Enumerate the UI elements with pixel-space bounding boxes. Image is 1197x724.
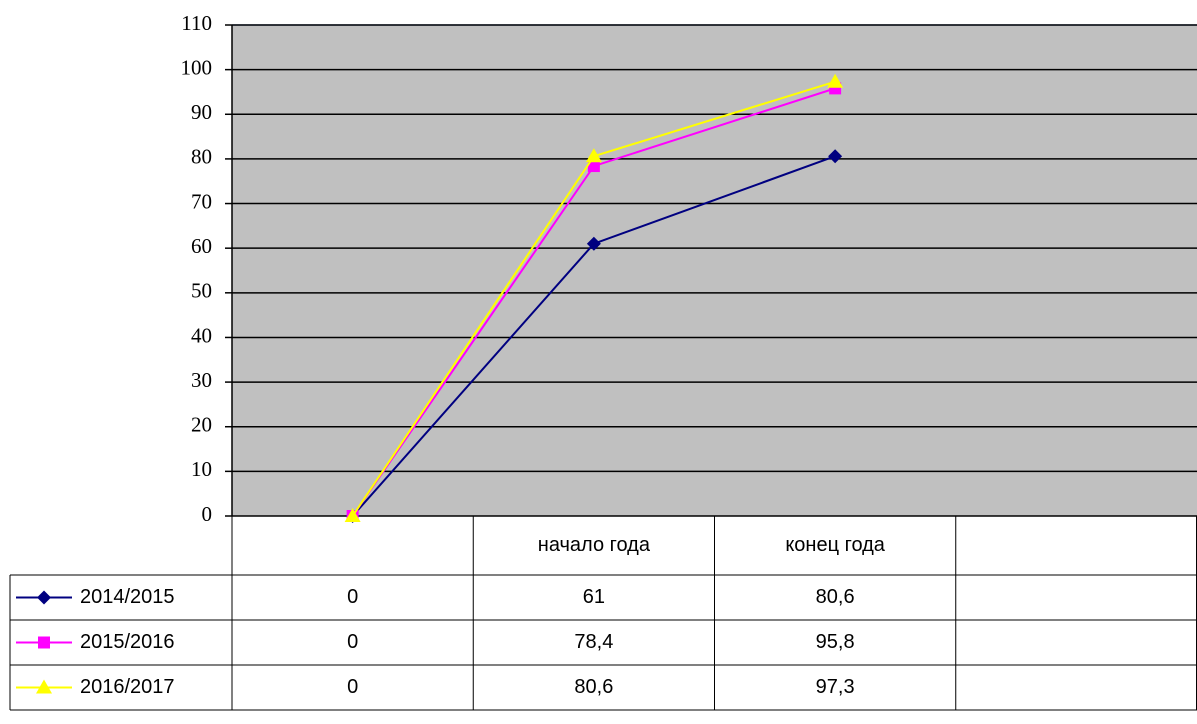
legend-label: 2015/2016 [80, 631, 175, 653]
y-tick-label: 80 [191, 145, 212, 169]
y-tick-label: 70 [191, 189, 212, 213]
table-value: 0 [347, 631, 358, 653]
y-tick-label: 100 [181, 55, 213, 79]
y-tick-label: 10 [191, 457, 212, 481]
y-tick-label: 50 [191, 279, 212, 303]
table-value: 0 [347, 676, 358, 698]
y-tick-label: 30 [191, 368, 212, 392]
table-value: 80,6 [816, 586, 855, 608]
legend-label: 2016/2017 [80, 676, 175, 698]
table-value: 95,8 [816, 631, 855, 653]
legend-marker [38, 636, 50, 649]
x-tick-label: начало года [538, 534, 651, 556]
plot-area [232, 25, 1197, 516]
table-value: 80,6 [574, 676, 613, 698]
point-marker [587, 160, 600, 173]
y-tick-label: 20 [191, 413, 212, 437]
point-marker [585, 148, 602, 163]
legend-marker [37, 590, 51, 605]
y-tick-label: 40 [191, 323, 212, 347]
table-value: 61 [583, 586, 605, 608]
y-tick-label: 60 [191, 234, 212, 258]
y-tick-label: 0 [202, 502, 213, 526]
table-value: 97,3 [816, 676, 855, 698]
table-value: 78,4 [574, 631, 613, 653]
point-marker [586, 236, 601, 251]
point-marker [344, 508, 361, 522]
legend-marker [36, 679, 52, 694]
point-marker [827, 73, 844, 88]
y-tick-label: 90 [191, 100, 212, 124]
x-tick-label: конец года [785, 534, 885, 556]
point-marker [828, 149, 843, 164]
table-value: 0 [347, 586, 358, 608]
y-tick-label: 110 [181, 11, 212, 35]
legend-label: 2014/2015 [80, 586, 175, 608]
